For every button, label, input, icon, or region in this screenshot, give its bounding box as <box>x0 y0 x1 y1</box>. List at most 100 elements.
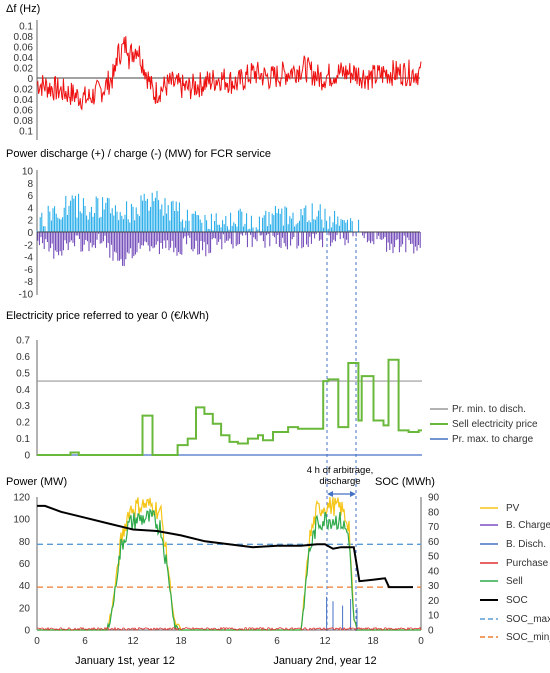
fcr-power-panel: Power discharge (+) / charge (-) (MW) fo… <box>6 148 421 301</box>
frequency-deviation-series <box>36 36 422 111</box>
pv-series <box>37 497 421 631</box>
day1-label: January 1st, year 12 <box>75 655 175 667</box>
price-tick-label: 0.6 <box>16 352 30 363</box>
legend-sell-price: Sell electricity price <box>452 419 538 430</box>
legend-soc-min: SOC_min_arb <box>506 632 550 643</box>
frequency-panel-title: Δf (Hz) <box>6 3 40 15</box>
fcr-tick-label: -4 <box>24 253 33 264</box>
soc-tick-label: 60 <box>428 537 440 548</box>
frequency-tick-label: 0.1 <box>19 127 33 138</box>
time-tick-label: 12 <box>127 636 139 647</box>
time-tick-label: 18 <box>175 636 187 647</box>
soc-tick-label: 50 <box>428 552 440 563</box>
sell-electricity-price-series <box>37 358 422 456</box>
legend-soc-max: SOC_max_arb <box>506 614 550 625</box>
power-tick-label: 100 <box>13 515 30 526</box>
fcr-tick-label: 6 <box>27 191 33 202</box>
time-x-tick-labels: 0 6 12 18 0 6 12 18 0 <box>34 636 424 647</box>
legend-b-charge: B. Charge <box>506 520 550 531</box>
price-y-tick-labels: 0.7 0.6 0.5 0.4 0.3 0.2 0.1 0 <box>16 336 30 462</box>
soc-tick-label: 70 <box>428 522 440 533</box>
fcr-panel-title: Power discharge (+) / charge (-) (MW) fo… <box>6 148 271 160</box>
soc-tick-label: 0 <box>428 626 434 637</box>
time-tick-label: 0 <box>418 636 424 647</box>
frequency-tick-label: 0.04 <box>14 95 34 106</box>
frequency-tick-label: 0.02 <box>14 85 34 96</box>
fcr-tick-label: -6 <box>24 265 33 276</box>
soc-tick-label: 80 <box>428 507 440 518</box>
power-panel-title: Power (MW) <box>6 476 67 488</box>
price-tick-label: 0.2 <box>16 418 30 429</box>
frequency-tick-label: 0.08 <box>14 32 34 43</box>
price-tick-label: 0.3 <box>16 401 30 412</box>
time-tick-label: 6 <box>82 636 88 647</box>
frequency-deviation-panel: Δf (Hz) 0.10.080.060.040.0200.020.040.06… <box>6 3 422 140</box>
battery-discharge-series <box>326 596 358 630</box>
arbitrage-annotation-line2: discharge <box>319 476 360 487</box>
power-tick-label: 60 <box>19 559 31 570</box>
price-panel-title: Electricity price referred to year 0 (€/… <box>6 310 209 322</box>
frequency-tick-label: 0.02 <box>14 64 34 75</box>
power-y-tick-labels: 120 100 80 60 40 20 0 <box>13 493 30 637</box>
frequency-tick-label: 0.06 <box>14 106 34 117</box>
frequency-tick-label: 0.1 <box>19 22 33 33</box>
fcr-tick-label: 2 <box>27 216 33 227</box>
time-tick-label: 18 <box>367 636 379 647</box>
fcr-tick-label: 4 <box>27 203 33 214</box>
fcr-charge-series <box>37 232 421 267</box>
soc-panel-title: SOC (MWh) <box>375 476 435 488</box>
legend-purchase: Purchase <box>506 558 549 569</box>
power-soc-panel: Power (MW) SOC (MWh) 4 h of arbitrage, d… <box>6 465 550 667</box>
power-tick-label: 80 <box>19 537 31 548</box>
price-tick-label: 0.5 <box>16 368 30 379</box>
legend-pr-min: Pr. min. to disch. <box>452 404 526 415</box>
fcr-tick-label: 8 <box>27 179 33 190</box>
power-tick-label: 0 <box>24 626 30 637</box>
time-tick-label: 12 <box>319 636 331 647</box>
purchase-series <box>37 626 422 631</box>
time-tick-label: 0 <box>34 636 40 647</box>
frequency-tick-label: 0.08 <box>14 116 34 127</box>
price-legend: Pr. min. to disch. Sell electricity pric… <box>430 404 538 445</box>
soc-tick-label: 40 <box>428 566 440 577</box>
soc-y-tick-labels: 90 80 70 60 50 40 30 20 10 0 <box>428 493 440 637</box>
legend-b-disch: B. Disch. <box>506 539 546 550</box>
price-tick-label: 0 <box>24 451 30 462</box>
arbitrage-annotation-line1: 4 h of arbitrage, <box>307 465 374 476</box>
soc-tick-label: 30 <box>428 581 440 592</box>
legend-pr-max: Pr. max. to charge <box>452 434 534 445</box>
price-tick-label: 0.4 <box>16 385 30 396</box>
day2-label: January 2nd, year 12 <box>273 655 376 667</box>
price-tick-label: 0.1 <box>16 434 30 445</box>
time-tick-label: 0 <box>226 636 232 647</box>
fcr-tick-label: -2 <box>24 240 33 251</box>
soc-tick-label: 20 <box>428 596 440 607</box>
power-legend: PV B. Charge B. Disch. Purchase Sell SOC… <box>480 503 550 643</box>
sell-series <box>37 508 421 631</box>
frequency-tick-label: 0.04 <box>14 53 34 64</box>
soc-tick-label: 10 <box>428 611 440 622</box>
time-tick-label: 6 <box>274 636 280 647</box>
legend-sell: Sell <box>506 576 523 587</box>
soc-series <box>37 504 413 589</box>
price-tick-label: 0.7 <box>16 336 30 347</box>
arrow-left-head-icon <box>327 491 333 497</box>
legend-soc: SOC <box>506 595 528 606</box>
fcr-tick-label: 0 <box>27 228 33 239</box>
soc-tick-label: 90 <box>428 493 440 504</box>
power-tick-label: 40 <box>19 581 31 592</box>
power-tick-label: 20 <box>19 603 31 614</box>
power-tick-label: 120 <box>13 493 30 504</box>
frequency-tick-label: 0 <box>27 74 33 85</box>
fcr-tick-label: -10 <box>19 290 34 301</box>
frequency-tick-label: 0.06 <box>14 43 34 54</box>
fcr-tick-label: 10 <box>22 167 34 178</box>
fcr-tick-label: -8 <box>24 277 33 288</box>
legend-pv: PV <box>506 503 520 514</box>
arrow-right-head-icon <box>350 491 356 497</box>
electricity-price-panel: Electricity price referred to year 0 (€/… <box>6 310 538 462</box>
fcr-discharge-series <box>36 190 360 232</box>
